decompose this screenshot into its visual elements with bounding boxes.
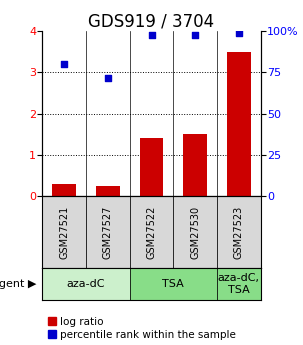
Bar [217,268,261,300]
Bar [52,184,76,196]
Bar [42,268,130,300]
Point [149,32,154,38]
Bar [86,196,130,268]
Bar [217,196,261,268]
Point [62,61,67,67]
Bar [139,138,164,196]
Point [193,32,198,38]
Title: GDS919 / 3704: GDS919 / 3704 [88,13,215,31]
Bar [173,196,217,268]
Text: GSM27521: GSM27521 [59,205,69,259]
Text: aza-dC: aza-dC [67,279,105,289]
Bar [130,268,217,300]
Bar [130,196,173,268]
Text: agent ▶: agent ▶ [0,279,36,289]
Legend: log ratio, percentile rank within the sample: log ratio, percentile rank within the sa… [48,317,236,340]
Text: GSM27522: GSM27522 [146,205,157,259]
Text: aza-dC,
TSA: aza-dC, TSA [218,273,260,295]
Bar [42,196,86,268]
Text: GSM27530: GSM27530 [190,205,200,258]
Bar [183,134,207,196]
Bar [227,52,251,196]
Bar [96,186,120,196]
Point [236,30,241,36]
Point [105,76,110,81]
Text: TSA: TSA [162,279,184,289]
Text: GSM27527: GSM27527 [103,205,113,259]
Text: GSM27523: GSM27523 [234,205,244,259]
